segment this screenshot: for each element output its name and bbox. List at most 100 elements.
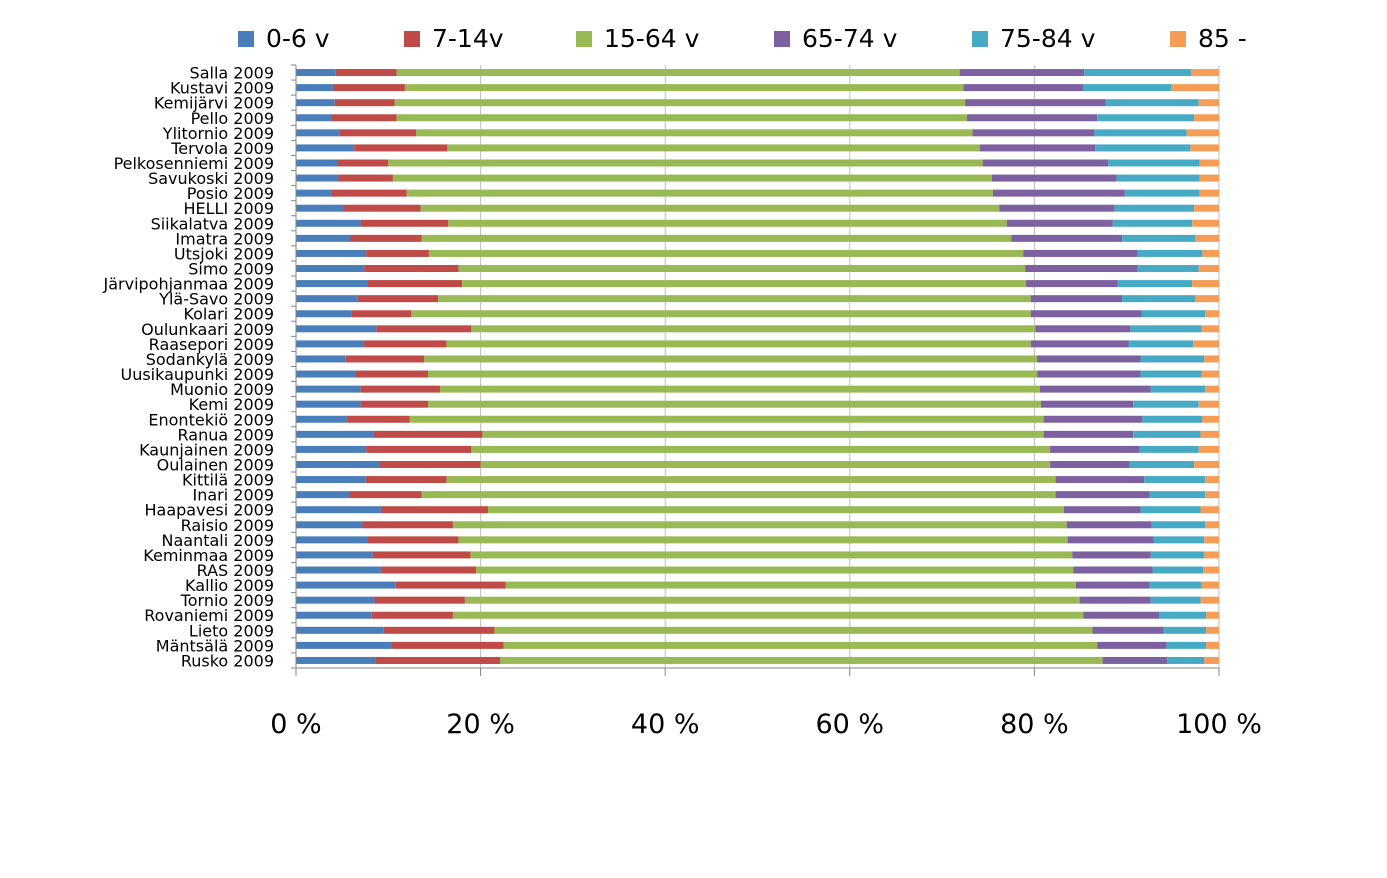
legend-swatch	[404, 31, 420, 47]
bar-segment	[1167, 656, 1205, 664]
bar-segment	[380, 506, 488, 514]
legend-swatch	[1170, 31, 1186, 47]
category-label: Utsjoki 2009	[174, 244, 274, 263]
bar-segment	[1206, 611, 1219, 619]
legend-label: 7-14v	[432, 24, 504, 53]
bar-segment	[1200, 596, 1219, 604]
bar-segment	[1191, 69, 1219, 77]
bar-segment	[1205, 491, 1219, 499]
bar-segment	[296, 611, 372, 619]
bar-row	[296, 325, 1219, 333]
bar-segment	[296, 99, 335, 107]
bar-segment	[349, 491, 422, 499]
x-tick-label: 40 %	[631, 709, 700, 740]
x-tick-label: 100 %	[1176, 709, 1262, 740]
bar-segment	[296, 460, 380, 468]
bar-segment	[471, 445, 1051, 453]
bar-segment	[487, 506, 1064, 514]
bar-segment	[404, 84, 964, 92]
category-label: Kustavi 2009	[170, 79, 274, 98]
bar-segment	[1063, 506, 1141, 514]
bar-row	[296, 249, 1219, 257]
bar-segment	[1083, 611, 1160, 619]
bar-segment	[1075, 581, 1150, 589]
category-label: Kaunjainen 2009	[139, 440, 274, 459]
bar-segment	[296, 400, 361, 408]
bar-segment	[360, 219, 449, 227]
legend-label: 75-84 v	[1000, 24, 1096, 53]
bar-row	[296, 370, 1219, 378]
bar-row	[296, 204, 1219, 212]
bar-segment	[1204, 656, 1219, 664]
bar-segment	[383, 626, 495, 634]
bar-row	[296, 506, 1219, 514]
bar-segment	[1206, 641, 1219, 649]
bar-segment	[379, 460, 481, 468]
bar-segment	[1204, 355, 1219, 363]
bars	[296, 69, 1219, 664]
bar-segment	[991, 174, 1117, 182]
bar-row	[296, 189, 1219, 197]
bar-row	[296, 430, 1219, 438]
bar-segment	[296, 626, 384, 634]
bar-segment	[421, 491, 1056, 499]
bar-segment	[503, 641, 1098, 649]
bar-segment	[480, 460, 1051, 468]
bar-segment	[296, 280, 368, 288]
bar-segment	[1204, 551, 1219, 559]
category-label: Ylitornio 2009	[162, 124, 274, 143]
bar-segment	[296, 249, 367, 257]
legend-swatch	[972, 31, 988, 47]
bar-segment	[363, 340, 447, 348]
bar-segment	[1097, 641, 1167, 649]
bar-segment	[959, 69, 1085, 77]
bar-segment	[364, 265, 459, 273]
bar-segment	[1095, 144, 1191, 152]
bar-segment	[446, 340, 1031, 348]
category-label: Raasepori 2009	[149, 335, 274, 354]
category-label: Inari 2009	[193, 486, 275, 505]
bar-segment	[296, 370, 356, 378]
bar-segment	[337, 159, 389, 167]
bar-segment	[296, 566, 381, 574]
bar-segment	[1142, 415, 1203, 423]
bar-segment	[396, 69, 960, 77]
category-label: Kemijärvi 2009	[154, 94, 274, 113]
bar-row	[296, 415, 1219, 423]
bar-segment	[967, 114, 1098, 122]
bar-segment	[339, 129, 416, 137]
bar-row	[296, 626, 1219, 634]
bar-segment	[1150, 385, 1206, 393]
bar-segment	[1114, 204, 1195, 212]
bar-segment	[1030, 340, 1129, 348]
bar-row	[296, 596, 1219, 604]
x-tick-label: 20 %	[446, 709, 515, 740]
bar-segment	[1198, 265, 1219, 273]
category-label: Muonio 2009	[170, 380, 274, 399]
bar-segment	[335, 69, 397, 77]
bar-row	[296, 536, 1219, 544]
bar-segment	[1140, 370, 1202, 378]
bar-row	[296, 310, 1219, 318]
bar-segment	[1140, 506, 1201, 514]
category-label: Mäntsälä 2009	[156, 636, 274, 655]
bar-segment	[1039, 385, 1151, 393]
bar-segment	[1205, 521, 1219, 529]
bar-segment	[1198, 445, 1219, 453]
bar-segment	[1043, 430, 1134, 438]
bar-segment	[1205, 310, 1219, 318]
bar-row	[296, 280, 1219, 288]
category-label: Enontekiö 2009	[148, 410, 274, 429]
bar-segment	[1130, 325, 1202, 333]
category-label: Kolari 2009	[183, 305, 274, 324]
bar-segment	[1030, 310, 1142, 318]
bar-segment	[1035, 325, 1131, 333]
gridlines	[295, 65, 1220, 668]
bar-row	[296, 521, 1219, 529]
legend: 0-6 v 7-14v 15-64 v 65-74 v 75-84 v 85 -	[238, 24, 1247, 53]
bar-segment	[374, 596, 465, 604]
bar-segment	[979, 144, 1096, 152]
bar-segment	[1144, 476, 1206, 484]
bar-segment	[354, 144, 448, 152]
